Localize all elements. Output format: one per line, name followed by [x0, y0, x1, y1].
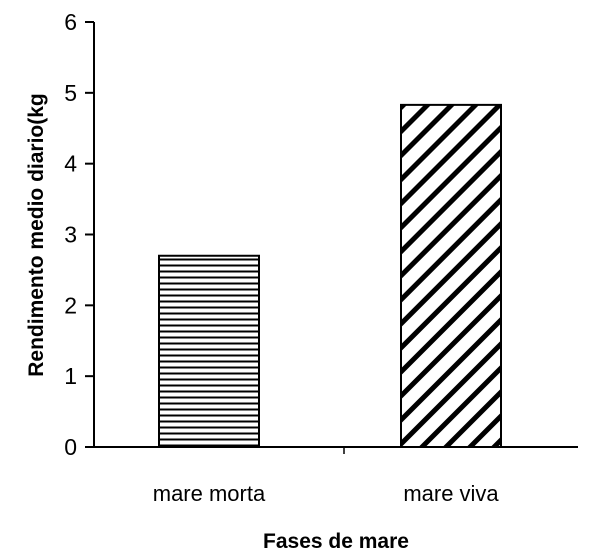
y-ticks-layer: 0 1 2 3 4 5 6 — [64, 9, 94, 460]
y-tick-label: 2 — [64, 292, 77, 318]
bars-layer — [158, 103, 502, 448]
y-tick-label: 5 — [64, 80, 77, 106]
x-category-label: mare morta — [153, 481, 266, 506]
y-axis-title: Rendimento medio diario(kg — [25, 93, 48, 377]
x-labels-layer: mare morta mare viva — [153, 481, 500, 506]
y-tick-label: 4 — [64, 151, 77, 177]
y-tick-label: 0 — [64, 434, 77, 460]
x-category-label: mare viva — [403, 481, 499, 506]
bar-mare-morta — [158, 254, 260, 448]
y-tick-label: 1 — [64, 363, 77, 389]
x-axis-title: Fases de mare — [263, 530, 409, 553]
bar-mare-viva — [400, 103, 502, 448]
y-tick-label: 6 — [64, 9, 77, 35]
y-tick-label: 3 — [64, 222, 77, 248]
